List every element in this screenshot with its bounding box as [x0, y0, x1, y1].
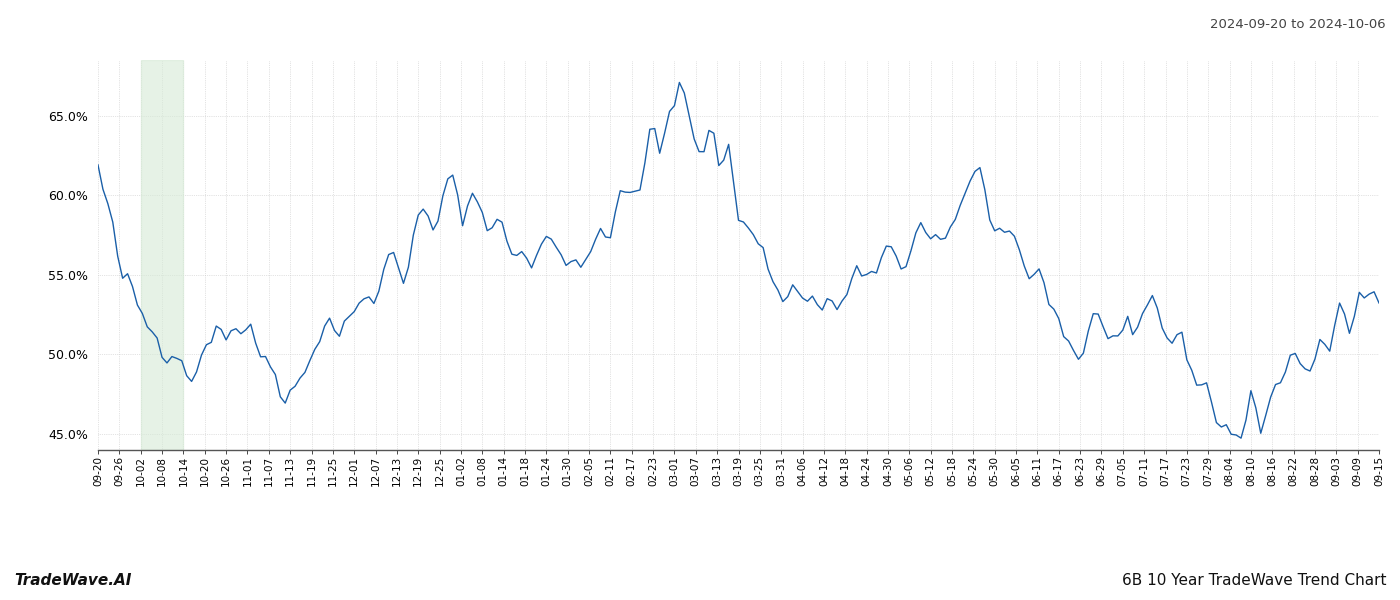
Text: TradeWave.AI: TradeWave.AI [14, 573, 132, 588]
Text: 2024-09-20 to 2024-10-06: 2024-09-20 to 2024-10-06 [1211, 18, 1386, 31]
Text: 6B 10 Year TradeWave Trend Chart: 6B 10 Year TradeWave Trend Chart [1121, 573, 1386, 588]
Bar [140, 60, 183, 450]
